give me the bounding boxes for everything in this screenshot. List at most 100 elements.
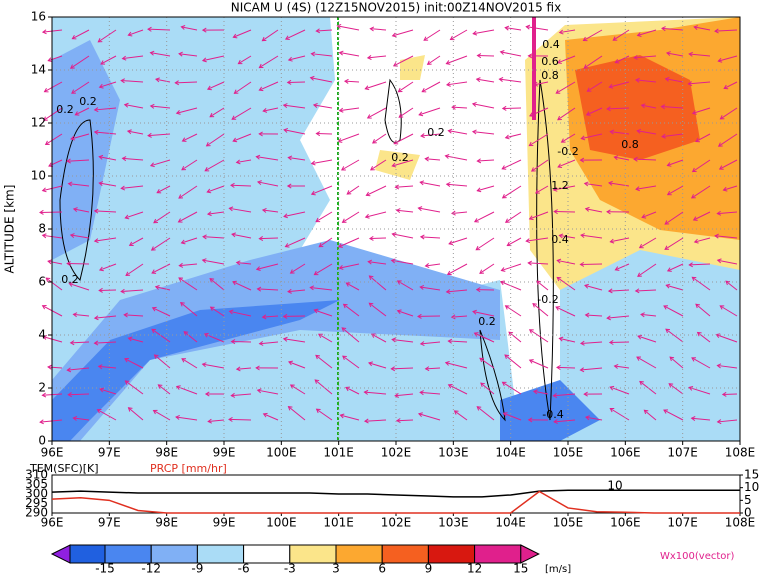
y-tick-label: 310 [25, 468, 48, 482]
wind-vector [452, 107, 467, 108]
colorbar-box [244, 545, 290, 563]
y-tick-label: 10 [31, 169, 46, 183]
wind-vector [422, 82, 440, 92]
colorbar-box [197, 545, 243, 563]
x-tick-label: 102E [381, 446, 412, 460]
wind-vector [231, 185, 251, 186]
wind-vector [365, 82, 386, 89]
wind-vector [506, 306, 521, 316]
contour-label: -0.4 [542, 408, 563, 421]
wind-vector [394, 134, 413, 144]
wind-vector [420, 182, 440, 186]
series-label: PRCP [mm/hr] [150, 462, 227, 475]
colorbar-box [105, 545, 151, 563]
wind-vector [537, 281, 548, 290]
wind-vector [503, 186, 521, 198]
wind-vector [507, 238, 521, 246]
wind-vector [501, 264, 521, 271]
colorbar-label: -15 [95, 562, 115, 576]
wind-vector [473, 104, 494, 108]
y-tick-label: 0 [38, 434, 46, 448]
wind-vector [480, 264, 494, 273]
annotation: 10 [607, 479, 622, 493]
wind-vector [419, 108, 440, 115]
x-tick-label: 105E [553, 446, 584, 460]
x-tick-label: 105E [553, 516, 584, 530]
x-tick-label: 100E [266, 446, 297, 460]
x-tick-label: 103E [438, 516, 469, 530]
wind-vector [259, 238, 278, 239]
wind-vector [530, 360, 548, 368]
contour-label: 0.4 [542, 38, 560, 51]
contour-label: 0.4 [551, 233, 569, 246]
x-tick-label: 99E [213, 446, 236, 460]
colorbar-label: -3 [284, 562, 296, 576]
colorbar-box [151, 545, 197, 563]
y-tick-label: 16 [31, 10, 46, 24]
y-axis-label: ALTITUDE [km] [3, 185, 17, 274]
wind-vector [370, 238, 386, 239]
x-tick-label: 104E [495, 516, 526, 530]
x-tick-label: 107E [667, 446, 698, 460]
wind-vector [526, 27, 548, 30]
x-tick-label: 99E [213, 516, 236, 530]
wind-vector [347, 186, 359, 194]
colorbar-box [70, 545, 105, 563]
contour-label: 0.2 [61, 273, 79, 286]
colorbar-label: 9 [425, 562, 433, 576]
contour-label: 0.2 [56, 103, 74, 116]
x-tick-label: 100E [266, 516, 297, 530]
colorbar-end [521, 545, 539, 563]
colorbar-end [52, 545, 70, 563]
wind-vector [392, 234, 413, 238]
wind-vector [473, 30, 494, 34]
colorbar-label: -12 [141, 562, 161, 576]
colorbar-label: -9 [191, 562, 203, 576]
wind-vector [343, 212, 359, 222]
wind-vector [476, 238, 494, 250]
wind-vector [580, 264, 602, 265]
x-tick-label: 101E [323, 446, 354, 460]
wind-vector [448, 264, 467, 274]
x-tick-label: 97E [98, 446, 121, 460]
wind-vector [446, 56, 467, 64]
wind-vector [393, 30, 413, 36]
colorbar-box [290, 545, 336, 563]
y2-tick-label: 15 [744, 468, 759, 482]
wind-vector [502, 160, 521, 169]
x-tick-label: 108E [725, 516, 756, 530]
contour-label: 0.2 [478, 315, 496, 328]
contour-fill [400, 55, 425, 80]
wind-vector [337, 26, 359, 30]
contour-label: 0.2 [391, 151, 409, 164]
wind-vector [506, 212, 521, 222]
y-tick-label: 14 [31, 63, 46, 77]
x-tick-label: 96E [41, 516, 64, 530]
x-tick-label: 96E [41, 446, 64, 460]
colorbar-label: 6 [378, 562, 386, 576]
wind-vector [288, 82, 305, 83]
wind-vector [421, 237, 440, 238]
colorbar-box [382, 545, 428, 563]
colorbar-unit: [m/s] [545, 564, 571, 575]
x-tick-label: 108E [725, 446, 756, 460]
colorbar-label: 15 [513, 562, 528, 576]
x-tick-label: 107E [667, 516, 698, 530]
colorbar-box [336, 545, 382, 563]
wind-vector [366, 186, 386, 195]
wind-vector [397, 420, 413, 421]
y-tick-label: 6 [38, 275, 46, 289]
contour-label: 1.2 [551, 179, 569, 192]
plot-frame [52, 475, 740, 513]
wind-vector [428, 56, 440, 64]
contour-label: -0.2 [537, 293, 558, 306]
wind-vector [475, 212, 494, 222]
series-line [52, 490, 740, 497]
wind-vector [450, 30, 467, 40]
contour-label: 0.6 [541, 55, 559, 68]
wind-vector [610, 342, 629, 343]
y2-tick-label: 10 [744, 480, 759, 494]
wind-vector [418, 208, 440, 212]
colorbar-box [428, 545, 474, 563]
